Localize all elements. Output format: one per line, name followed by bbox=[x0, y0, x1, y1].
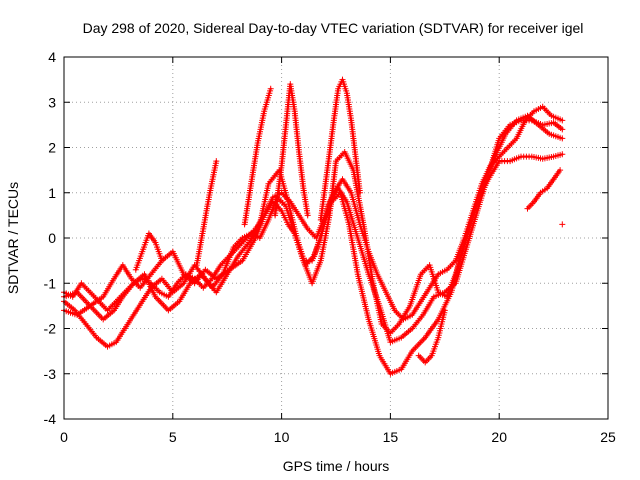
y-tick-label: 3 bbox=[48, 94, 56, 110]
series-early-bump bbox=[132, 230, 165, 273]
plus-markers bbox=[559, 221, 566, 228]
series-line bbox=[62, 114, 564, 375]
y-tick-label: 2 bbox=[48, 140, 56, 156]
plus-markers bbox=[272, 81, 311, 219]
plus-markers bbox=[61, 112, 566, 377]
plus-markers bbox=[524, 167, 564, 212]
x-tick-label: 20 bbox=[491, 429, 507, 445]
x-tick-label: 0 bbox=[60, 429, 68, 445]
x-tick-label: 5 bbox=[169, 429, 177, 445]
plus-markers bbox=[317, 76, 363, 223]
plus-markers bbox=[61, 103, 566, 323]
x-axis-label: GPS time / hours bbox=[283, 458, 390, 474]
y-tick-label: 0 bbox=[48, 230, 56, 246]
series-line bbox=[274, 82, 309, 217]
series-mid-dip bbox=[415, 307, 448, 366]
plus-markers bbox=[241, 85, 274, 228]
plus-markers bbox=[132, 230, 165, 273]
plus-markers bbox=[415, 307, 448, 366]
y-tick-label: 4 bbox=[48, 49, 56, 65]
series-spike-13 bbox=[317, 76, 363, 223]
series-track-c bbox=[61, 112, 566, 377]
series-track-d bbox=[61, 103, 566, 323]
x-tick-label: 15 bbox=[383, 429, 399, 445]
series-spike-9 bbox=[241, 85, 274, 228]
y-tick-label: -4 bbox=[44, 411, 57, 427]
y-tick-label: -1 bbox=[44, 275, 57, 291]
data-layer bbox=[61, 76, 566, 377]
series-isolated-point bbox=[559, 221, 566, 228]
y-axis-label: SDTVAR / TECUs bbox=[5, 182, 21, 294]
series-spike-7 bbox=[193, 158, 220, 269]
x-tick-label: 25 bbox=[600, 429, 616, 445]
plus-markers bbox=[193, 158, 220, 269]
y-tick-label: -2 bbox=[44, 321, 57, 337]
series-spike-10 bbox=[272, 81, 311, 219]
series-late-track bbox=[524, 167, 564, 212]
y-tick-label: -3 bbox=[44, 366, 57, 382]
x-tick-label: 10 bbox=[274, 429, 290, 445]
y-tick-label: 1 bbox=[48, 185, 56, 201]
chart-title: Day 298 of 2020, Sidereal Day-to-day VTE… bbox=[83, 20, 584, 36]
axis-ticks: 0 5 10 15 20 25 -4 -3 -2 -1 0 1 2 3 4 bbox=[44, 49, 616, 445]
